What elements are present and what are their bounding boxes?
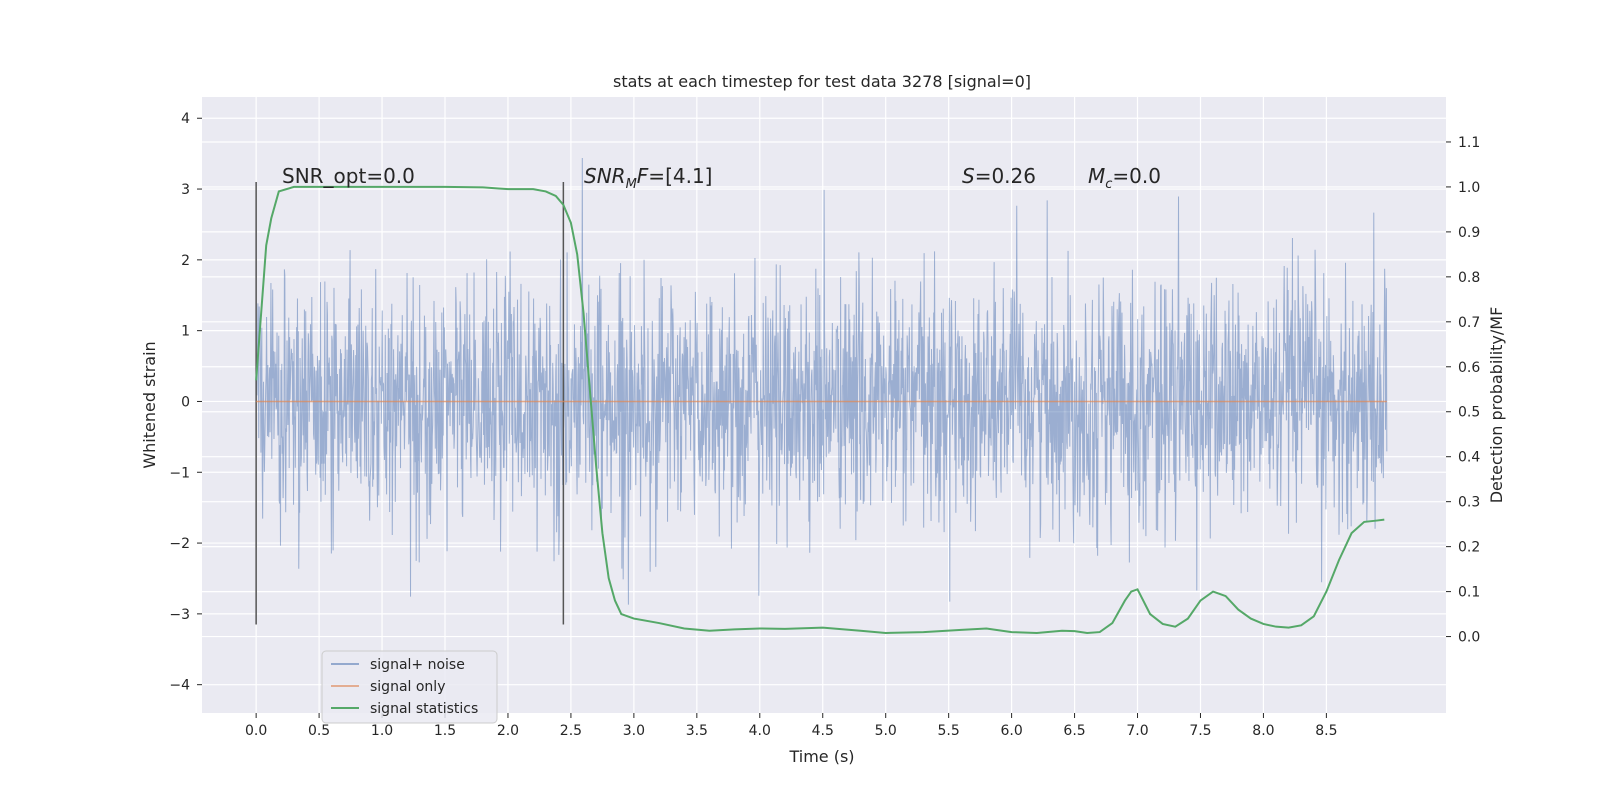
y-tick-label: −4 <box>169 678 190 694</box>
legend-label-signal-noise: signal+ noise <box>370 657 465 673</box>
x-tick-label: 7.5 <box>1189 723 1211 739</box>
x-tick-label: 7.0 <box>1126 723 1148 739</box>
x-axis-label: Time (s) <box>788 747 854 766</box>
annotations: SNR_opt=0.0 SNRMF=[4.1] S=0.26 Mc=0.0 <box>282 164 1161 192</box>
y-tick-label: −2 <box>169 536 190 552</box>
series-signal-noise <box>255 157 1388 605</box>
annotation-s: S=0.26 <box>962 164 1036 188</box>
x-tick-label: 8.5 <box>1315 723 1337 739</box>
legend-label-signal-statistics: signal statistics <box>370 701 478 717</box>
series-signal-statistics <box>255 185 1385 634</box>
x-tick-label: 6.0 <box>1000 723 1022 739</box>
signal-noise-line <box>255 157 1388 605</box>
y-axis-label: Whitened strain <box>140 341 159 468</box>
y-tick-label: 4 <box>181 111 190 127</box>
event-markers <box>255 181 565 625</box>
y-tick-label: −3 <box>169 607 190 623</box>
y2-tick-label: 0.1 <box>1458 585 1480 601</box>
x-tick-label: 3.5 <box>686 723 708 739</box>
y2-tick-label: 0.3 <box>1458 495 1480 511</box>
y-tick-label: −1 <box>169 465 190 481</box>
signal-statistics-line <box>255 185 1385 634</box>
annotation-mc: Mc=0.0 <box>1088 164 1161 192</box>
x-tick-label: 5.0 <box>875 723 897 739</box>
x-tick-label: 6.5 <box>1063 723 1085 739</box>
y2-tick-label: 0.6 <box>1458 360 1480 376</box>
x-tick-label: 0.0 <box>245 723 267 739</box>
y2-tick-label: 0.2 <box>1458 540 1480 556</box>
x-tick-label: 3.0 <box>623 723 645 739</box>
y-tick-label: 2 <box>181 253 190 269</box>
y2-tick-label: 1.1 <box>1458 135 1480 151</box>
y2-tick-label: 0.0 <box>1458 630 1480 646</box>
legend-label-signal-only: signal only <box>370 679 445 695</box>
y2-tick-label: 1.0 <box>1458 180 1480 196</box>
x-tick-label: 4.0 <box>749 723 771 739</box>
annotation-snr-opt: SNR_opt=0.0 <box>282 164 415 188</box>
y2-tick-label: 0.8 <box>1458 270 1480 286</box>
y-tick-label: 3 <box>181 182 190 198</box>
axes: 0.0 0.5 1.0 1.5 2.0 2.5 3.0 3.5 4.0 4.5 5.0 5.5 6.0 6… <box>169 111 1480 739</box>
legend-box <box>321 650 498 724</box>
y-tick-label: 0 <box>181 394 190 410</box>
x-tick-label: 2.0 <box>497 723 519 739</box>
y2-tick-label: 0.9 <box>1458 225 1480 241</box>
y2-tick-label: 0.4 <box>1458 450 1480 466</box>
x-tick-label: 5.5 <box>938 723 960 739</box>
y2-tick-label: 0.7 <box>1458 315 1480 331</box>
x-tick-label: 1.0 <box>371 723 393 739</box>
y-tick-label: 1 <box>181 324 190 340</box>
x-tick-label: 8.0 <box>1252 723 1274 739</box>
chart-title: stats at each timestep for test data 327… <box>613 72 1031 91</box>
x-tick-label: 1.5 <box>434 723 456 739</box>
x-tick-label: 2.5 <box>560 723 582 739</box>
y2-tick-label: 0.5 <box>1458 405 1480 421</box>
x-tick-label: 0.5 <box>308 723 330 739</box>
y2-axis-label: Detection probability/MF <box>1487 307 1506 504</box>
annotation-snr-mf: SNRMF=[4.1] <box>584 164 712 192</box>
x-tick-label: 4.5 <box>812 723 834 739</box>
legend: signal+ noise signal only signal statist… <box>321 650 498 724</box>
